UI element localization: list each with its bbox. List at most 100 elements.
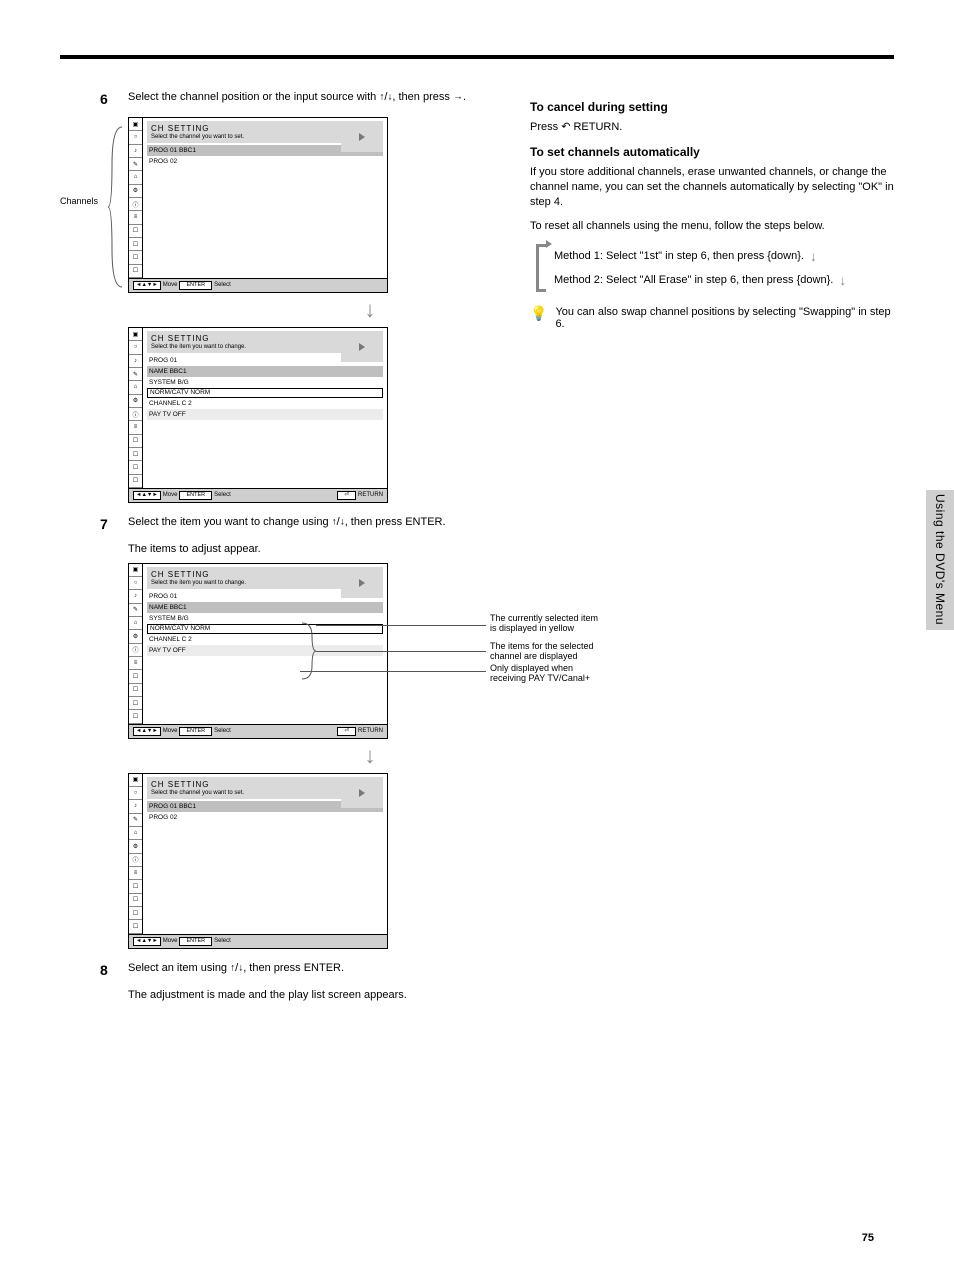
return-button[interactable]: ⏎ (337, 727, 356, 736)
enter-button[interactable]: ENTER (179, 491, 212, 500)
menu-icon: ⚙ (129, 395, 142, 408)
screen-1: ▣○♪✎⌂⚙ⓘ≡☐☐☐☐CH SETTINGSelect the channel… (128, 117, 388, 293)
auto-p2: To reset all channels using the menu, fo… (530, 219, 894, 234)
right-column: To cancel during setting Press ↶ RETURN.… (530, 90, 894, 1008)
auto-p1: If you store additional channels, erase … (530, 165, 894, 210)
menu-icon: ≡ (129, 211, 142, 224)
menu-icon: ▣ (129, 774, 142, 787)
bracket-icon (536, 244, 546, 292)
menu-icon: ⚙ (129, 630, 142, 643)
step-6: 6 Select the channel position or the inp… (100, 90, 500, 109)
list-item[interactable]: NAME BBC1 (147, 602, 383, 613)
menu-icon: ⌂ (129, 381, 142, 394)
play-icon (359, 579, 365, 587)
play-icon (359, 343, 365, 351)
menu-icon: ☐ (129, 697, 142, 710)
menu-icon: ⓘ (129, 854, 142, 867)
tip: 💡 You can also swap channel positions by… (530, 306, 894, 330)
enter-button[interactable]: ENTER (179, 281, 212, 290)
menu-icon: ♪ (129, 800, 142, 813)
method-text: Method 1: Select "1st" in step 6, then p… (554, 250, 804, 262)
menu-icon: ⓘ (129, 408, 142, 421)
list-item[interactable]: CHANNEL C 2 (147, 398, 383, 409)
menu-icon: ⓘ (129, 198, 142, 211)
method-1: Method 1: Select "1st" in step 6, then p… (536, 244, 894, 268)
list-item[interactable]: NAME BBC1 (147, 366, 383, 377)
menu-icon: ▣ (129, 328, 142, 341)
menu-icon: ○ (129, 787, 142, 800)
method-text: Method 2: Select "All Erase" in step 6, … (554, 274, 833, 286)
step-number: 7 (100, 515, 118, 534)
play-icon (359, 789, 365, 797)
method-box: Method 1: Select "1st" in step 6, then p… (536, 244, 894, 292)
tip-text: You can also swap channel positions by s… (555, 306, 894, 330)
callout-3: Only displayed when receiving PAY TV/Can… (490, 663, 600, 685)
list-item[interactable]: PROG 02 (147, 812, 383, 823)
brace-icon (300, 621, 316, 681)
play-icon (359, 133, 365, 141)
menu-icon: ♪ (129, 145, 142, 158)
menu-icon: ☐ (129, 880, 142, 893)
list-item[interactable]: SYSTEM B/G (147, 377, 383, 388)
menu-icon: ≡ (129, 867, 142, 880)
list-item[interactable]: CHANNEL C 2 (147, 634, 383, 645)
menu-icon: ≡ (129, 657, 142, 670)
callout-line (316, 625, 486, 626)
menu-icon: ✎ (129, 368, 142, 381)
list-item[interactable]: NORM/CATV NORM (147, 388, 383, 398)
preview-thumbnail (341, 332, 383, 362)
screen-footer: ◄▲▼►MoveENTERSelect (129, 278, 387, 292)
menu-icon: ☐ (129, 448, 142, 461)
auto-heading: To set channels automatically (530, 145, 894, 159)
list-item[interactable]: PAY TV OFF (147, 409, 383, 420)
list-item[interactable]: PROG 02 (147, 156, 383, 167)
menu-icon: ⌂ (129, 827, 142, 840)
menu-icon: ✎ (129, 604, 142, 617)
step-8: 8 Select an item using ↑/↓, then press E… (100, 961, 500, 980)
step-number: 6 (100, 90, 118, 109)
menu-icon: ☐ (129, 684, 142, 697)
tip-icon: 💡 (530, 306, 547, 320)
side-tab: Using the DVD's Menu (926, 490, 954, 630)
return-button[interactable]: ⏎ (337, 491, 356, 500)
enter-button[interactable]: ENTER (179, 727, 212, 736)
footer-label: Move (163, 728, 178, 734)
return-icon: ↶ (561, 121, 570, 133)
menu-icon: ○ (129, 131, 142, 144)
menu-icon: ☐ (129, 475, 142, 488)
method-2: Method 2: Select "All Erase" in step 6, … (536, 268, 894, 292)
footer-label: Select (214, 492, 231, 498)
step-7-note: The items to adjust appear. (128, 542, 500, 557)
list-item[interactable]: SYSTEM B/G (147, 613, 383, 624)
down-arrow-icon: ↓ (240, 299, 500, 321)
menu-icon: ☐ (129, 265, 142, 278)
menu-icon: ☐ (129, 225, 142, 238)
footer-label: Move (163, 282, 178, 288)
footer-label: Move (163, 492, 178, 498)
cancel-text: Press ↶ RETURN. (530, 120, 894, 135)
footer-label: Move (163, 938, 178, 944)
left-column: 6 Select the channel position or the inp… (100, 90, 500, 1008)
callout-line (300, 671, 486, 672)
callout-1: The currently selected item is displayed… (490, 613, 600, 635)
screen-2: ▣○♪✎⌂⚙ⓘ≡☐☐☐☐CH SETTINGSelect the item yo… (128, 327, 388, 503)
step-text: Select an item using ↑/↓, then press ENT… (128, 961, 500, 980)
channels-callout: Channels (60, 197, 98, 207)
screen-footer: ◄▲▼►MoveENTERSelect⏎RETURN (129, 488, 387, 502)
enter-button[interactable]: ENTER (179, 937, 212, 946)
menu-icon: ⌂ (129, 171, 142, 184)
screen-footer: ◄▲▼►MoveENTERSelect⏎RETURN (129, 724, 387, 738)
step-text: Select the item you want to change using… (128, 515, 500, 534)
menu-icon: ✎ (129, 158, 142, 171)
menu-icon: ☐ (129, 894, 142, 907)
menu-icon: ⓘ (129, 644, 142, 657)
menu-icon: ♪ (129, 590, 142, 603)
screen-4: ▣○♪✎⌂⚙ⓘ≡☐☐☐☐CH SETTINGSelect the channel… (128, 773, 388, 949)
arrow-right-icon (546, 240, 552, 248)
nav-arrows-icon: ◄▲▼► (133, 727, 161, 736)
cancel-heading: To cancel during setting (530, 100, 894, 114)
menu-icon: ⌂ (129, 617, 142, 630)
menu-icon: ☐ (129, 670, 142, 683)
nav-arrows-icon: ◄▲▼► (133, 937, 161, 946)
menu-icon: ⚙ (129, 185, 142, 198)
